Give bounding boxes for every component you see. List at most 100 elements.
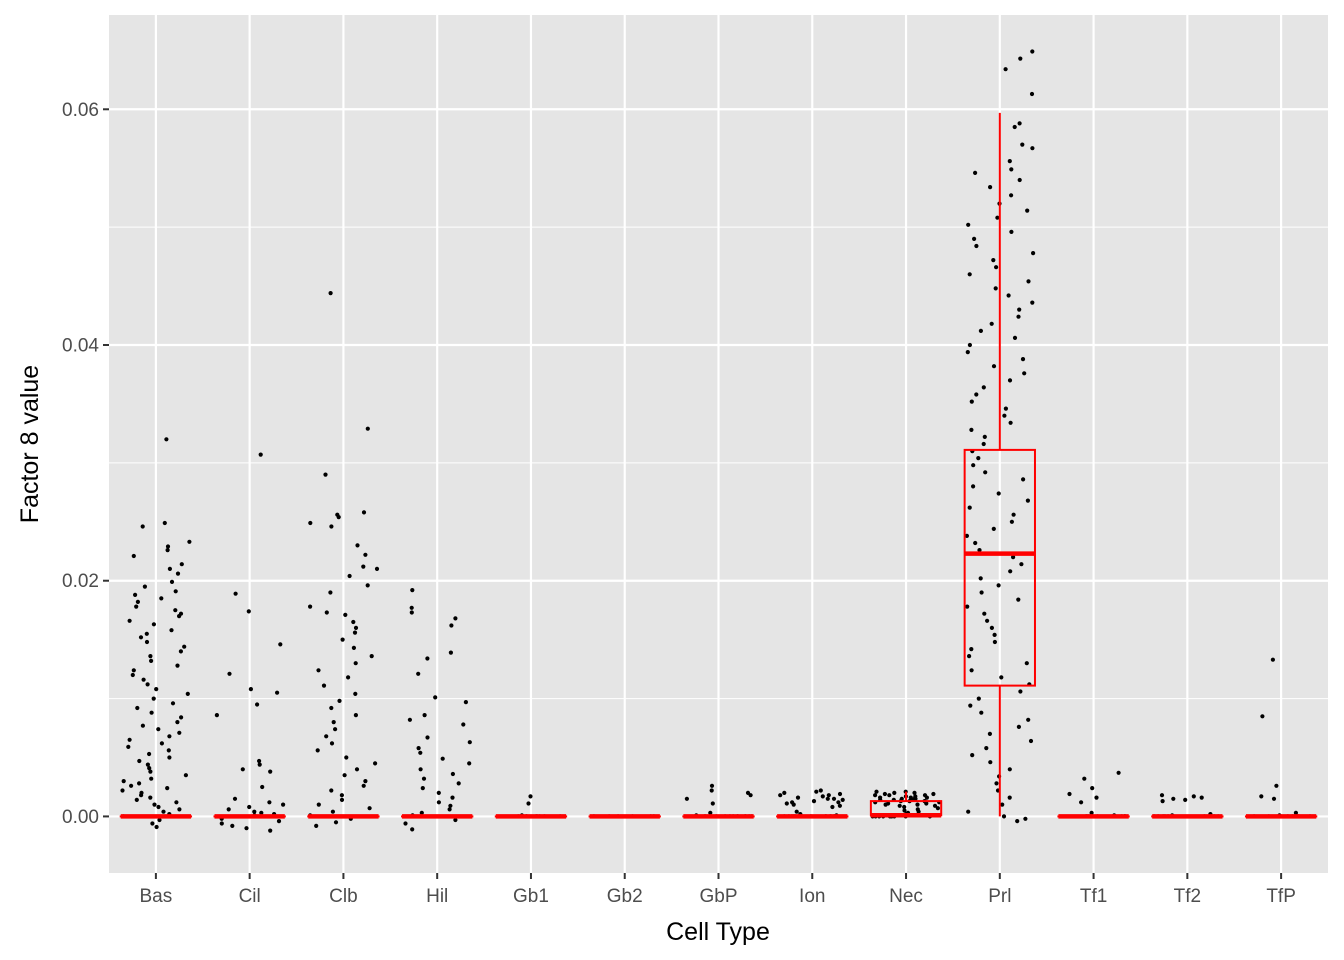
data-point: [974, 392, 979, 397]
data-point: [977, 548, 982, 553]
x-tick-label: Nec: [889, 886, 923, 907]
data-point: [450, 795, 455, 800]
data-point: [363, 552, 368, 557]
data-point: [330, 809, 335, 814]
data-point: [1293, 810, 1298, 816]
data-point: [826, 793, 831, 798]
data-point: [989, 625, 995, 631]
data-point: [137, 781, 142, 786]
data-point: [916, 809, 921, 814]
data-point: [351, 619, 356, 625]
data-point: [456, 781, 461, 786]
data-point: [976, 456, 981, 461]
y-tick-label: 0.04: [62, 336, 99, 357]
data-point: [339, 793, 344, 798]
data-point: [1009, 519, 1015, 524]
data-point: [420, 786, 425, 791]
data-point: [983, 470, 988, 475]
data-point: [836, 800, 841, 805]
data-point: [978, 328, 984, 333]
data-point: [324, 734, 329, 739]
data-point: [987, 731, 993, 737]
data-point: [1025, 208, 1030, 213]
data-point: [526, 801, 531, 806]
x-tick-label: Gb1: [513, 886, 549, 907]
data-point: [135, 599, 140, 605]
data-point: [825, 796, 830, 801]
data-point: [337, 698, 342, 704]
data-point: [148, 654, 153, 659]
data-point: [175, 571, 181, 576]
data-point: [138, 635, 144, 640]
data-point: [971, 463, 976, 468]
data-point: [141, 677, 146, 682]
data-point: [275, 690, 280, 695]
data-point: [784, 801, 789, 806]
data-point: [233, 591, 238, 596]
data-point: [1000, 802, 1005, 807]
data-point: [883, 802, 888, 807]
data-point: [1007, 159, 1012, 164]
data-point: [214, 713, 219, 718]
data-point: [182, 644, 187, 649]
data-point: [969, 668, 974, 673]
data-point: [316, 668, 321, 673]
data-point: [453, 817, 458, 823]
data-point: [915, 802, 920, 807]
data-point: [966, 809, 971, 814]
data-point: [167, 755, 172, 760]
data-point: [1018, 689, 1023, 694]
data-point: [467, 761, 472, 766]
data-point: [276, 819, 282, 824]
data-point: [259, 810, 264, 816]
data-point: [967, 505, 972, 510]
data-point: [281, 802, 286, 807]
data-point: [436, 800, 441, 805]
data-point: [1012, 124, 1017, 130]
data-point: [450, 771, 455, 777]
data-point: [820, 794, 825, 799]
data-point: [232, 796, 238, 801]
data-point: [333, 820, 339, 825]
box-body: [963, 448, 1036, 687]
data-point: [1009, 167, 1014, 172]
data-point: [1025, 498, 1030, 503]
data-point: [1094, 795, 1099, 800]
data-point: [969, 427, 974, 432]
data-point: [268, 828, 273, 833]
x-tick-label: Cil: [239, 886, 261, 907]
data-point: [967, 654, 972, 659]
data-point: [147, 751, 152, 757]
data-point: [1160, 799, 1165, 804]
data-point: [912, 790, 917, 796]
data-point: [1031, 251, 1036, 256]
data-point: [1023, 816, 1028, 821]
data-point: [996, 583, 1001, 588]
data-point: [419, 810, 424, 816]
data-point: [134, 797, 139, 803]
data-point: [994, 781, 999, 786]
data-point: [161, 809, 166, 814]
data-point: [967, 342, 973, 348]
data-point: [991, 526, 996, 532]
data-point: [709, 783, 715, 788]
data-point: [248, 687, 253, 692]
data-point: [120, 788, 125, 793]
data-point: [1030, 146, 1035, 151]
data-point: [1007, 378, 1013, 383]
data-point: [1082, 776, 1087, 781]
data-point: [440, 756, 445, 761]
data-point: [1029, 91, 1035, 97]
data-point: [329, 524, 334, 529]
data-point: [994, 265, 999, 270]
data-point: [149, 776, 154, 781]
data-point: [157, 817, 162, 823]
data-point: [328, 291, 333, 296]
data-point: [1026, 717, 1031, 722]
x-axis-title: Cell Type: [666, 918, 770, 946]
data-point: [173, 608, 178, 613]
data-point: [976, 696, 981, 701]
data-point: [149, 710, 154, 715]
data-point: [144, 639, 150, 645]
data-point: [892, 790, 897, 796]
